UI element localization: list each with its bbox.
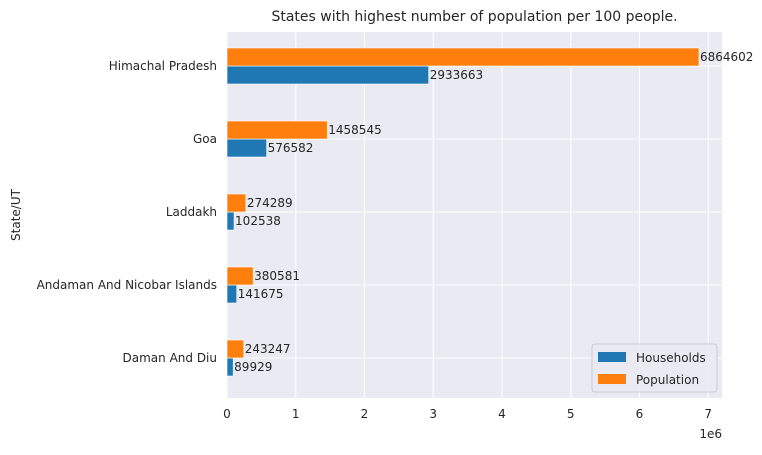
- bar-households: [226, 284, 238, 304]
- data-label: 141675: [238, 287, 284, 301]
- bars: [226, 47, 700, 377]
- data-label: 2933663: [430, 68, 483, 82]
- y-tick-label: Daman And Diu: [123, 351, 217, 365]
- y-tick-label: Laddakh: [166, 205, 217, 219]
- x-tick-label: 5: [567, 407, 575, 421]
- y-tick-label: Goa: [193, 132, 217, 146]
- bar-population: [226, 266, 254, 286]
- data-labels: 2933663 6864602 576582 1458545 102538 274289 1…: [234, 50, 753, 374]
- x-tick-label: 0: [223, 407, 231, 421]
- chart-title: States with highest number of population…: [271, 9, 677, 25]
- y-axis-label: State/UT: [9, 188, 23, 241]
- bar-households: [226, 357, 234, 377]
- legend-swatch-population: [598, 374, 626, 384]
- x-tick-label: 1: [292, 407, 300, 421]
- data-label: 243247: [245, 342, 291, 356]
- x-axis-offset-label: 1e6: [699, 427, 722, 441]
- x-tick-label: 2: [361, 407, 369, 421]
- x-tick-label: 4: [498, 407, 506, 421]
- bar-population: [226, 120, 328, 140]
- legend: Households Population: [591, 343, 718, 393]
- legend-label-population: Population: [636, 373, 699, 387]
- y-tick-label: Andaman And Nicobar Islands: [37, 278, 217, 292]
- x-axis-ticks: 0 1 2 3 4 5 6 7: [223, 407, 712, 421]
- plot-background: [227, 32, 722, 398]
- bar-population: [226, 47, 700, 67]
- bar-households: [226, 211, 235, 231]
- legend-swatch-households: [598, 352, 626, 362]
- data-label: 576582: [268, 141, 314, 155]
- bar-households: [226, 65, 429, 85]
- data-label: 1458545: [328, 123, 381, 137]
- bar-population: [226, 193, 247, 213]
- bar-households: [226, 138, 267, 158]
- y-axis-ticks: Himachal Pradesh Goa Laddakh Andaman And Ni…: [37, 59, 217, 365]
- data-label: 274289: [247, 196, 293, 210]
- data-label: 89929: [234, 360, 272, 374]
- x-tick-label: 6: [636, 407, 644, 421]
- x-tick-label: 3: [429, 407, 437, 421]
- data-label: 6864602: [700, 50, 753, 64]
- data-label: 102538: [235, 214, 281, 228]
- y-tick-label: Himachal Pradesh: [109, 59, 217, 73]
- legend-label-households: Households: [636, 351, 706, 365]
- x-tick-label: 7: [704, 407, 712, 421]
- bar-population: [226, 339, 245, 359]
- data-label: 380581: [254, 269, 300, 283]
